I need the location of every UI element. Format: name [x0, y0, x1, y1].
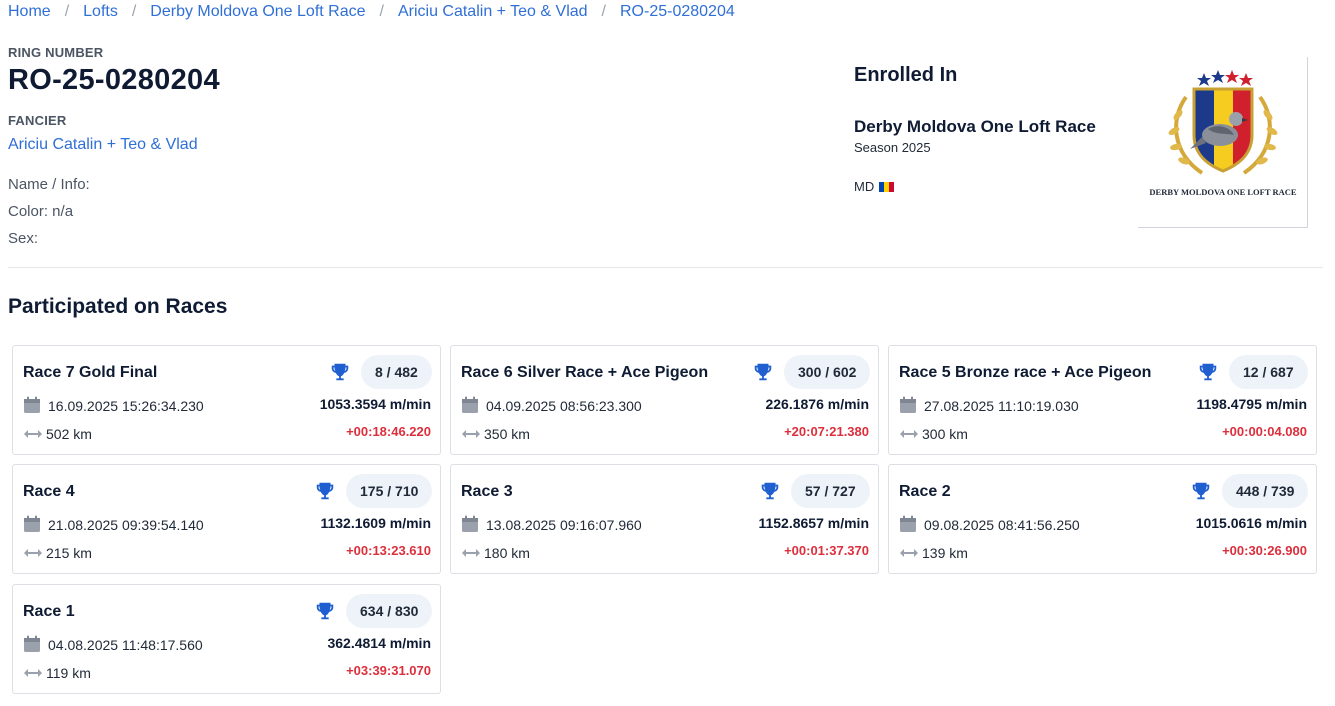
race-distance: 139 km [922, 545, 968, 561]
rank-badge: 300 / 602 [784, 355, 871, 389]
rank-badge: 634 / 830 [346, 594, 433, 628]
breadcrumb-ring[interactable]: RO-25-0280204 [620, 3, 735, 20]
race-datetime: 27.08.2025 11:10:19.030 [924, 398, 1079, 414]
country: MD [854, 179, 895, 194]
fancier-link[interactable]: Ariciu Catalin + Teo & Vlad [8, 136, 198, 153]
race-card-race-5[interactable]: Race 5 Bronze race + Ace Pigeon 12 / 687… [888, 345, 1317, 455]
season-text: Season 2025 [854, 140, 931, 155]
trophy-icon [331, 363, 349, 381]
race-distance: 180 km [484, 545, 530, 561]
trophy-icon [754, 363, 772, 381]
distance-arrows-icon [24, 669, 42, 677]
enrolled-race-link[interactable]: Derby Moldova One Loft Race [854, 117, 1096, 136]
calendar-icon [24, 396, 40, 413]
race-speed: 1152.8657 m/min [758, 515, 869, 531]
distance-arrows-icon [900, 430, 918, 438]
breadcrumb-race[interactable]: Derby Moldova One Loft Race [150, 3, 366, 20]
calendar-icon [462, 515, 478, 532]
color-info: Color: n/a [8, 203, 74, 220]
race-title: Race 1 [23, 603, 75, 620]
breadcrumb-home[interactable]: Home [8, 3, 51, 20]
race-distance: 502 km [46, 426, 92, 442]
race-card-race-1[interactable]: Race 1 634 / 830 04.08.2025 11:48:17.560… [12, 584, 441, 694]
race-speed: 1132.1609 m/min [320, 515, 431, 531]
calendar-icon [24, 515, 40, 532]
race-datetime: 16.09.2025 15:26:34.230 [48, 398, 204, 414]
race-time-diff: +00:00:04.080 [1222, 424, 1307, 439]
race-datetime: 04.08.2025 11:48:17.560 [48, 637, 203, 653]
race-logo-text: DERBY MOLDOVA ONE LOFT RACE [1149, 187, 1297, 197]
race-distance: 215 km [46, 545, 92, 561]
race-title: Race 7 Gold Final [23, 364, 158, 381]
name-info: Name / Info: [8, 176, 90, 193]
race-datetime: 09.08.2025 08:41:56.250 [924, 517, 1080, 533]
rank-badge: 57 / 727 [791, 474, 870, 508]
trophy-icon [1192, 482, 1210, 500]
page-title: RO-25-0280204 [8, 64, 220, 96]
section-divider [8, 267, 1323, 268]
calendar-icon [900, 396, 916, 413]
race-distance: 350 km [484, 426, 530, 442]
race-card-race-6[interactable]: Race 6 Silver Race + Ace Pigeon 300 / 60… [450, 345, 879, 455]
race-time-diff: +00:30:26.900 [1222, 543, 1307, 558]
moldova-flag-icon [879, 181, 895, 192]
breadcrumb-separator: / [64, 3, 70, 20]
race-speed: 226.1876 m/min [765, 396, 869, 412]
fancier-label: FANCIER [8, 113, 67, 128]
distance-arrows-icon [900, 549, 918, 557]
country-code: MD [854, 179, 875, 194]
race-distance: 300 km [922, 426, 968, 442]
race-time-diff: +00:18:46.220 [346, 424, 431, 439]
rank-badge: 12 / 687 [1229, 355, 1308, 389]
calendar-icon [24, 635, 40, 652]
distance-arrows-icon [24, 549, 42, 557]
distance-arrows-icon [24, 430, 42, 438]
race-title: Race 5 Bronze race + Ace Pigeon [899, 364, 1152, 381]
race-card-race-2[interactable]: Race 2 448 / 739 09.08.2025 08:41:56.250… [888, 464, 1317, 574]
race-logo-emblem [1168, 70, 1278, 175]
ring-number-label: RING NUMBER [8, 45, 104, 60]
rank-badge: 8 / 482 [361, 355, 432, 389]
race-title: Race 3 [461, 483, 513, 500]
race-time-diff: +00:01:37.370 [784, 543, 869, 558]
distance-arrows-icon [462, 549, 480, 557]
races-section-title: Participated on Races [8, 295, 228, 318]
race-speed: 1015.0616 m/min [1195, 515, 1307, 531]
race-title: Race 6 Silver Race + Ace Pigeon [461, 364, 709, 381]
race-speed: 362.4814 m/min [327, 635, 431, 651]
rank-badge: 448 / 739 [1222, 474, 1309, 508]
race-card-race-3[interactable]: Race 3 57 / 727 13.08.2025 09:16:07.960 … [450, 464, 879, 574]
race-speed: 1053.3594 m/min [319, 396, 431, 412]
trophy-icon [316, 602, 334, 620]
race-card-race-4[interactable]: Race 4 175 / 710 21.08.2025 09:39:54.140… [12, 464, 441, 574]
breadcrumb-fancier[interactable]: Ariciu Catalin + Teo & Vlad [397, 3, 588, 20]
breadcrumb: Home / Lofts / Derby Moldova One Loft Race / A… [8, 3, 735, 21]
breadcrumb-separator: / [379, 3, 384, 20]
race-datetime: 21.08.2025 09:39:54.140 [48, 517, 204, 533]
race-time-diff: +00:13:23.610 [346, 543, 431, 558]
race-speed: 1198.4795 m/min [1196, 396, 1307, 412]
breadcrumb-lofts[interactable]: Lofts [83, 3, 118, 20]
distance-arrows-icon [462, 430, 480, 438]
race-card-race-7[interactable]: Race 7 Gold Final 8 / 482 16.09.2025 15:… [12, 345, 441, 455]
race-time-diff: +20:07:21.380 [784, 424, 869, 439]
race-time-diff: +03:39:31.070 [346, 663, 431, 678]
calendar-icon [462, 396, 478, 413]
sex-info: Sex: [8, 230, 39, 247]
breadcrumb-separator: / [131, 3, 137, 20]
breadcrumb-separator: / [601, 3, 606, 20]
enrolled-heading: Enrolled In [854, 64, 958, 86]
trophy-icon [1199, 363, 1217, 381]
race-distance: 119 km [46, 665, 91, 681]
race-title: Race 4 [23, 483, 75, 500]
rank-badge: 175 / 710 [346, 474, 433, 508]
calendar-icon [900, 515, 916, 532]
trophy-icon [761, 482, 779, 500]
race-title: Race 2 [899, 483, 951, 500]
race-datetime: 04.09.2025 08:56:23.300 [486, 398, 642, 414]
race-datetime: 13.08.2025 09:16:07.960 [486, 517, 642, 533]
trophy-icon [316, 482, 334, 500]
race-logo: DERBY MOLDOVA ONE LOFT RACE [1138, 57, 1308, 228]
